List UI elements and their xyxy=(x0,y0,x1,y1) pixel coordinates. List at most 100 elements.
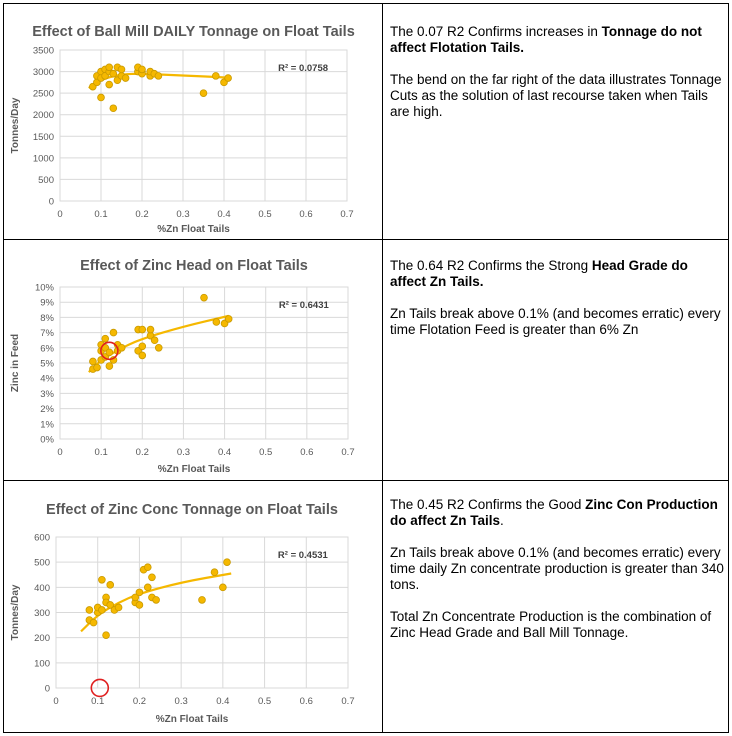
data-point xyxy=(138,65,146,74)
x-tick-label: 0.7 xyxy=(341,447,354,458)
note-text: The 0.45 R2 Confirms the Good xyxy=(390,497,586,512)
y-tick-label: 3000 xyxy=(33,67,54,78)
y-tick-label: 10% xyxy=(35,283,55,294)
data-point xyxy=(109,104,118,113)
table-border-right xyxy=(728,3,729,733)
x-tick-label: 0.6 xyxy=(300,447,313,458)
note-text: The 0.64 R2 Confirms the Strong xyxy=(390,258,592,273)
y-tick-label: 3500 xyxy=(33,46,54,57)
data-point xyxy=(105,348,114,357)
table-border-row1 xyxy=(3,239,729,240)
y-tick-label: 200 xyxy=(34,633,50,644)
y-tick-label: 1% xyxy=(40,419,54,430)
note-bold-text: Head Grade do affect Zn Tails. xyxy=(390,258,688,289)
y-tick-label: 2500 xyxy=(33,89,54,100)
y-axis-label: Tonnes/Day xyxy=(10,97,21,153)
x-tick-label: 0 xyxy=(53,696,58,707)
chart-zinc-head: Effect of Zinc Head on Float Tails 0% 1% 2%… xyxy=(10,258,355,475)
y-tick-label: 8% xyxy=(40,313,54,324)
data-point xyxy=(143,563,152,571)
data-point xyxy=(106,601,115,609)
plot-area xyxy=(59,49,348,202)
data-point xyxy=(131,593,140,602)
data-point xyxy=(148,573,156,582)
table-border-middle xyxy=(382,3,383,733)
note-text: The bend on the far right of the data il… xyxy=(390,72,722,119)
chart-title: Effect of Ball Mill DAILY Tonnage on Flo… xyxy=(32,24,355,40)
chart-cell-3: Effect of Zinc Conc Tonnage on Float Tai… xyxy=(4,484,380,730)
data-point xyxy=(212,72,220,80)
note-zinc-conc-tonnage: The 0.45 R2 Confirms the Good Zinc Con P… xyxy=(390,497,724,657)
data-point xyxy=(135,588,144,597)
x-tick-label: 0.4 xyxy=(216,696,229,707)
note-bold-text: Zinc Con Production do affect Zn Tails xyxy=(390,497,718,528)
y-tick-label: 300 xyxy=(34,608,50,619)
x-tick-label: 0.4 xyxy=(217,209,230,220)
y-tick-label: 5% xyxy=(40,359,54,370)
x-tick-label: 0.1 xyxy=(91,696,104,707)
chart-cell-2: Effect of Zinc Head on Float Tails 0% 1% 2%… xyxy=(4,243,380,478)
note-paragraph: Zn Tails break above 0.1% (and becomes e… xyxy=(390,545,724,593)
x-tick-label: 0.3 xyxy=(175,696,188,707)
data-point xyxy=(93,363,101,372)
chart-title: Effect of Zinc Head on Float Tails xyxy=(80,258,308,274)
data-point xyxy=(224,315,233,323)
x-tick-label: 0.2 xyxy=(136,447,149,458)
table-border-left xyxy=(3,3,4,733)
r-squared-label: R² = 0.4531 xyxy=(278,550,329,561)
data-point xyxy=(138,351,147,360)
y-tick-label: 0 xyxy=(49,197,54,208)
note-text: Total Zn Concentrate Production is the c… xyxy=(390,609,712,640)
y-tick-label: 500 xyxy=(38,175,54,186)
y-tick-label: 100 xyxy=(34,658,50,669)
data-point xyxy=(105,80,113,89)
highlight-circle xyxy=(90,678,110,698)
data-point xyxy=(198,596,206,604)
y-tick-label: 2% xyxy=(40,404,54,415)
y-tick-label: 9% xyxy=(40,298,54,309)
data-point xyxy=(117,65,126,74)
data-point xyxy=(150,336,159,344)
data-point xyxy=(143,583,152,592)
data-point xyxy=(154,72,163,80)
note-bold-text: Tonnage do not affect Flotation Tails. xyxy=(390,24,702,55)
data-point xyxy=(98,575,106,584)
x-tick-label: 0.6 xyxy=(299,209,312,220)
note-ball-mill-tonnage: The 0.07 R2 Confirms increases in Tonnag… xyxy=(390,24,724,136)
y-tick-label: 0% xyxy=(40,435,54,446)
x-tick-label: 0.1 xyxy=(94,209,107,220)
x-tick-label: 0 xyxy=(57,209,62,220)
data-point xyxy=(200,293,208,302)
x-tick-label: 0.1 xyxy=(95,447,108,458)
data-point xyxy=(138,342,147,351)
y-tick-label: 7% xyxy=(40,328,54,339)
data-point xyxy=(219,583,227,592)
table-border-top xyxy=(3,3,729,4)
x-tick-label: 0.3 xyxy=(177,447,190,458)
data-point xyxy=(199,89,208,97)
highlight-circle xyxy=(100,341,119,361)
x-axis-label: %Zn Float Tails xyxy=(156,714,229,725)
data-point xyxy=(121,74,130,82)
note-text: . xyxy=(500,513,504,528)
data-point xyxy=(101,334,110,343)
x-axis-label: %Zn Float Tails xyxy=(158,464,231,475)
data-point xyxy=(89,357,97,366)
y-tick-label: 600 xyxy=(34,533,50,544)
note-paragraph: The 0.64 R2 Confirms the Strong Head Gra… xyxy=(390,258,724,290)
y-tick-label: 6% xyxy=(40,343,54,354)
x-tick-label: 0.3 xyxy=(176,209,189,220)
note-text: The 0.07 R2 Confirms increases in xyxy=(390,24,602,39)
chart-ball-mill-tonnage: Effect of Ball Mill DAILY Tonnage on Flo… xyxy=(10,24,355,235)
data-point xyxy=(109,69,118,78)
data-point xyxy=(138,325,147,334)
x-tick-label: 0.2 xyxy=(133,696,146,707)
data-point xyxy=(105,362,114,370)
data-point xyxy=(114,603,123,612)
chart-cell-1: Effect of Ball Mill DAILY Tonnage on Flo… xyxy=(4,6,380,238)
y-tick-label: 500 xyxy=(34,558,50,569)
y-axis-label: Tonnes/Day xyxy=(10,584,21,640)
data-point xyxy=(98,606,106,614)
data-point xyxy=(106,581,115,589)
data-point xyxy=(85,606,94,614)
